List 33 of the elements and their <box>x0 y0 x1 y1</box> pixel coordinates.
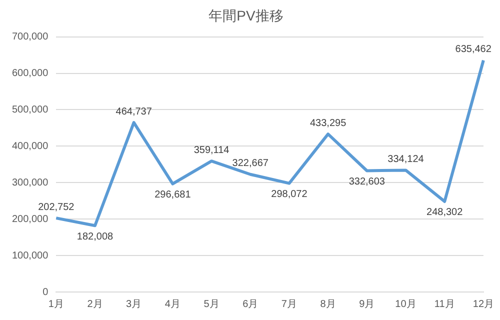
x-tick-label: 2月 <box>87 298 103 310</box>
data-label: 296,681 <box>154 190 192 201</box>
x-tick-label: 12月 <box>472 298 494 310</box>
x-tick-label: 7月 <box>281 298 297 310</box>
x-tick-label: 1月 <box>48 298 64 310</box>
data-label: 635,462 <box>455 44 492 56</box>
y-tick-label: 500,000 <box>12 104 49 116</box>
x-tick-label: 5月 <box>204 298 220 310</box>
x-tick-label: 11月 <box>434 298 455 310</box>
x-tick-label: 6月 <box>242 298 258 310</box>
y-tick-label: 700,000 <box>12 32 49 43</box>
data-label: 248,302 <box>426 207 464 218</box>
x-tick-label: 10月 <box>395 298 416 310</box>
y-tick-label: 600,000 <box>12 68 49 80</box>
data-label: 332,603 <box>348 176 386 188</box>
x-tick-label: 9月 <box>359 298 375 310</box>
y-tick-label: 200,000 <box>12 214 49 225</box>
data-label: 433,295 <box>310 118 347 129</box>
y-tick-label: 400,000 <box>12 140 49 152</box>
y-tick-label: 0 <box>42 286 49 298</box>
chart-title: 年間PV推移 <box>208 7 284 24</box>
data-label: 464,737 <box>116 106 152 118</box>
data-label: 182,008 <box>76 231 114 242</box>
x-tick-label: 3月 <box>126 298 142 310</box>
x-tick-label: 4月 <box>164 298 180 310</box>
x-tick-label: 8月 <box>320 298 336 310</box>
data-label: 298,072 <box>271 189 308 200</box>
data-label: 322,667 <box>232 158 269 170</box>
data-label: 359,114 <box>194 144 230 156</box>
y-tick-label: 300,000 <box>12 177 49 188</box>
y-tick-label: 100,000 <box>12 250 49 262</box>
data-label: 334,124 <box>388 154 424 165</box>
data-label: 202,752 <box>38 202 75 213</box>
